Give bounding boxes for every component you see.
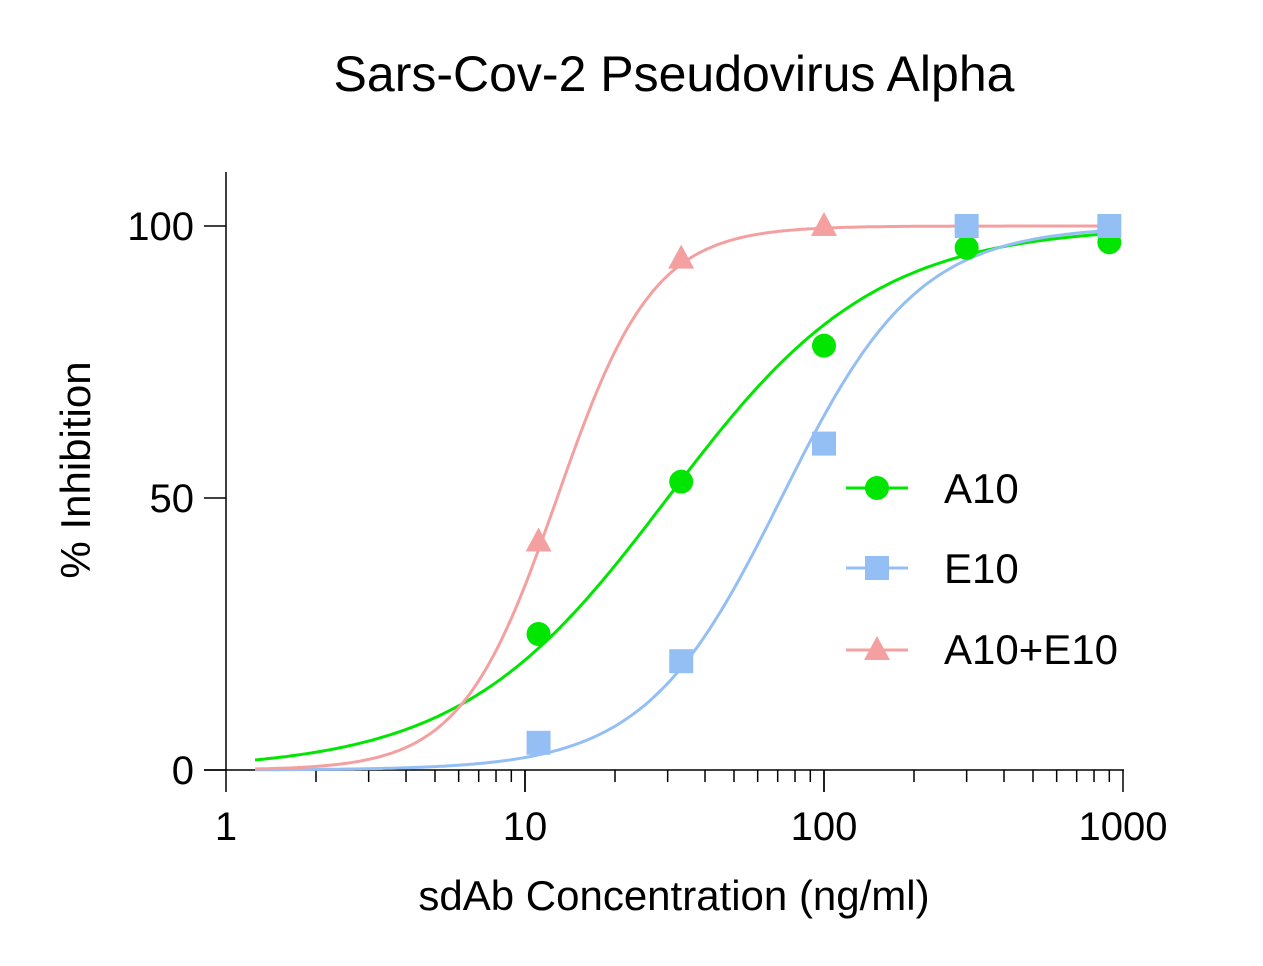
- svg-text:E10: E10: [944, 545, 1019, 592]
- x-tick-1: 1: [215, 805, 237, 849]
- data-point-e10: [1097, 214, 1122, 238]
- chart-title: Sars-Cov-2 Pseudovirus Alpha: [333, 46, 1015, 102]
- data-point-a10: [669, 469, 694, 494]
- data-point-e10: [526, 730, 551, 755]
- svg-text:A10: A10: [944, 465, 1019, 512]
- data-point-a10: [954, 235, 979, 260]
- legend-item-e10: E10: [846, 545, 1019, 592]
- square-marker-icon: [865, 556, 889, 580]
- x-tick-10: 10: [503, 805, 548, 849]
- data-point-e10: [812, 431, 836, 456]
- data-point-a10-e10: [525, 527, 552, 552]
- x-tick-100: 100: [791, 805, 858, 849]
- y-tick-100: 100: [127, 205, 194, 249]
- data-points: [525, 212, 1122, 755]
- x-axis-label: sdAb Concentration (ng/ml): [418, 872, 929, 919]
- y-tick-0: 0: [172, 749, 194, 793]
- data-point-a10-e10: [811, 212, 837, 236]
- circle-marker-icon: [865, 476, 889, 500]
- data-point-a10: [526, 622, 551, 646]
- data-point-e10: [669, 649, 694, 674]
- data-point-a10-e10: [668, 244, 695, 269]
- y-axis: 100 50 0: [127, 172, 227, 793]
- triangle-marker-icon: [864, 636, 890, 660]
- y-tick-50: 50: [150, 477, 195, 521]
- data-point-e10: [954, 214, 979, 238]
- svg-text:A10+E10: A10+E10: [944, 626, 1118, 673]
- legend: A10 E10 A10+E10: [846, 465, 1118, 673]
- x-axis: [204, 769, 1124, 792]
- legend-item-a10: A10: [846, 465, 1019, 512]
- y-axis-label: % Inhibition: [52, 361, 99, 578]
- x-tick-1000: 1000: [1079, 805, 1168, 849]
- legend-item-a10-e10: A10+E10: [846, 626, 1118, 673]
- data-point-a10: [812, 333, 836, 358]
